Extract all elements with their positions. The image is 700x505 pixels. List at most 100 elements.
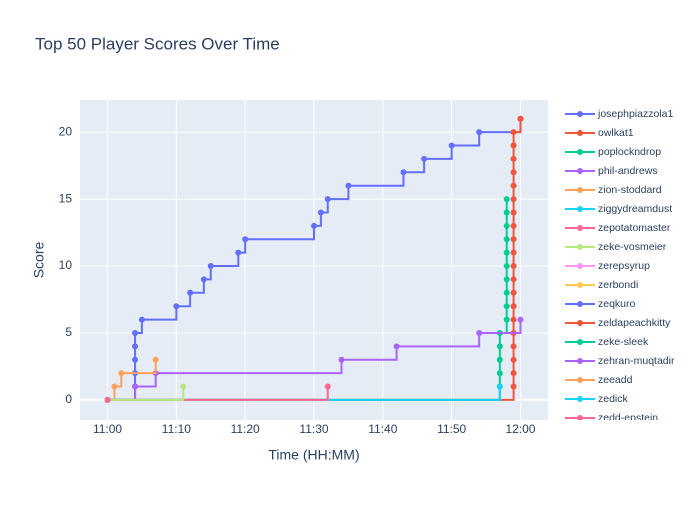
data-point — [111, 383, 118, 390]
data-point — [510, 249, 517, 256]
legend-marker — [577, 377, 583, 383]
y-tick-label: 15 — [59, 191, 73, 205]
data-point — [503, 196, 510, 203]
data-point — [503, 276, 510, 283]
data-point — [138, 316, 145, 323]
data-point — [242, 236, 249, 243]
data-point — [235, 249, 242, 256]
legend-marker — [577, 396, 583, 402]
legend-marker — [577, 149, 583, 155]
x-tick-label: 11:50 — [437, 422, 466, 436]
legend-label: ziggydreamdust — [598, 203, 672, 215]
x-tick-label: 11:30 — [299, 422, 328, 436]
legend-entry[interactable]: zehran-muqtadir — [565, 355, 675, 367]
legend-marker — [577, 206, 583, 212]
data-point — [180, 383, 187, 390]
legend-marker — [577, 339, 583, 345]
legend-entry[interactable]: zedick — [565, 393, 629, 405]
legend-entry[interactable]: zion-stoddard — [565, 184, 662, 196]
legend-label: poplockndrop — [598, 146, 661, 158]
data-point — [104, 396, 111, 403]
data-point — [338, 356, 345, 363]
data-point — [510, 370, 517, 377]
data-point — [510, 142, 517, 149]
legend-label: zion-stoddard — [598, 184, 662, 196]
legend-label: zedick — [598, 393, 629, 405]
data-point — [421, 155, 428, 162]
legend-marker — [577, 301, 583, 307]
data-point — [510, 263, 517, 270]
data-point — [393, 343, 400, 350]
data-point — [510, 383, 517, 390]
legend-entry[interactable]: zepotatomaster — [565, 222, 671, 234]
legend-entry[interactable]: poplockndrop — [565, 146, 661, 158]
legend-entry[interactable]: zerbondi — [565, 279, 638, 291]
legend-entry[interactable]: zeke-sleek — [565, 336, 649, 348]
data-point — [496, 356, 503, 363]
data-point — [503, 222, 510, 229]
data-point — [510, 343, 517, 350]
grid — [80, 100, 548, 420]
legend-entry[interactable]: zeqkuro — [565, 298, 636, 310]
legend-label: owlkat1 — [598, 127, 634, 139]
data-point — [345, 182, 352, 189]
legend-label: josephpiazzola1 — [597, 108, 673, 120]
data-point — [510, 289, 517, 296]
legend-entry[interactable]: zeke-vosmeier — [565, 241, 667, 253]
x-tick-label: 12:00 — [505, 422, 535, 436]
legend-label: zehran-muqtadir — [598, 355, 675, 367]
data-point — [510, 276, 517, 283]
legend-entry[interactable]: zeeadd — [565, 374, 633, 386]
legend-marker — [577, 320, 583, 326]
data-point — [132, 343, 139, 350]
y-tick-label: 0 — [65, 392, 72, 406]
chart-title: Top 50 Player Scores Over Time — [35, 34, 280, 53]
data-point — [476, 129, 483, 136]
data-point — [503, 263, 510, 270]
x-tick-label: 11:10 — [162, 422, 191, 436]
legend-entry[interactable]: josephpiazzola1 — [565, 108, 673, 120]
data-point — [173, 303, 180, 310]
data-point — [200, 276, 207, 283]
data-point — [496, 370, 503, 377]
data-point — [510, 222, 517, 229]
data-point — [503, 236, 510, 243]
legend-label: zerepsyrup — [598, 260, 650, 272]
legend-label: zepotatomaster — [598, 222, 671, 234]
legend-label: zerbondi — [598, 279, 638, 291]
data-point — [510, 316, 517, 323]
data-point — [517, 316, 524, 323]
data-point — [510, 169, 517, 176]
plot-area — [104, 115, 524, 403]
legend-label: zeqkuro — [598, 298, 636, 310]
data-point — [503, 289, 510, 296]
data-point — [476, 329, 483, 336]
y-axis-title: Score — [31, 242, 47, 279]
legend-marker — [577, 111, 583, 117]
y-tick-label: 10 — [59, 258, 73, 272]
data-point — [324, 196, 331, 203]
legend-entry[interactable]: zedd-epstein — [565, 412, 658, 424]
legend-marker — [577, 225, 583, 231]
legend-entry[interactable]: zeldapeachkitty — [565, 317, 671, 329]
data-point — [132, 329, 139, 336]
data-point — [503, 249, 510, 256]
x-axis-title: Time (HH:MM) — [268, 447, 359, 463]
legend-label: zeeadd — [598, 374, 633, 386]
legend-marker — [577, 263, 583, 269]
legend-entry[interactable]: ziggydreamdust — [565, 203, 672, 215]
legend-entry[interactable]: owlkat1 — [565, 127, 634, 139]
legend: josephpiazzola1 owlkat1 poplockndrop phil-a… — [565, 108, 675, 424]
legend-label: zeke-sleek — [598, 336, 649, 348]
data-point — [510, 236, 517, 243]
legend-entry[interactable]: phil-andrews — [565, 165, 658, 177]
legend-marker — [577, 130, 583, 136]
data-point — [510, 196, 517, 203]
x-tick-label: 11:00 — [93, 422, 122, 436]
legend-marker — [577, 282, 583, 288]
data-point — [132, 356, 139, 363]
legend-entry[interactable]: zerepsyrup — [565, 260, 650, 272]
data-point — [510, 303, 517, 310]
legend-marker — [577, 187, 583, 193]
